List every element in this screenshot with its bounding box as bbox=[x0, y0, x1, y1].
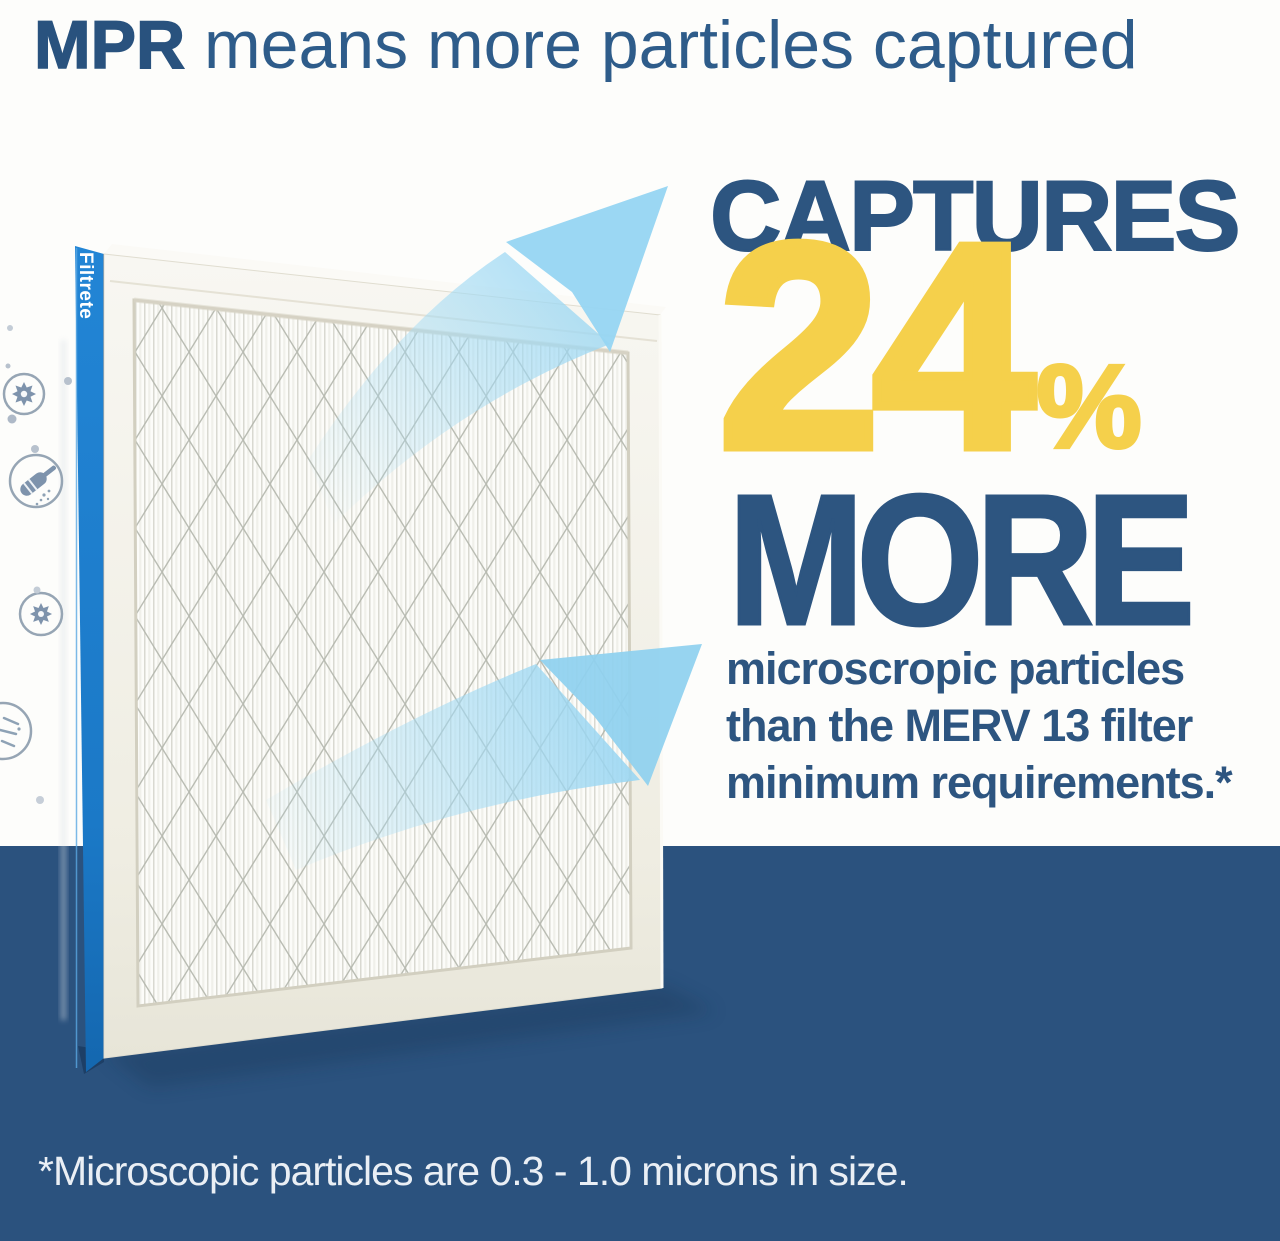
stat-value: 24% bbox=[714, 196, 1144, 497]
air-filter-product: Filtrete bbox=[75, 244, 666, 1074]
dust-mite-particle-icon bbox=[8, 453, 64, 509]
airflow-arrow-middle bbox=[266, 644, 702, 870]
headline: MPR means more particles captured bbox=[33, 1, 1138, 89]
brand-logo: Filtrete bbox=[75, 252, 96, 319]
desc-line-1: microscropic particles bbox=[726, 643, 1185, 694]
stat-number: 24 bbox=[714, 183, 1040, 509]
desc-line-3: minimum requirements.* bbox=[726, 757, 1233, 808]
desc-line-2: than the MERV 13 filter bbox=[726, 700, 1193, 751]
floating-particle-dots bbox=[5, 325, 72, 804]
stat-description: microscropic particles than the MERV 13 … bbox=[726, 640, 1233, 811]
filter-spine bbox=[75, 246, 104, 1072]
percent-sign: % bbox=[1035, 341, 1144, 473]
captures-label: CAPTURES bbox=[709, 160, 1242, 271]
airflow-arrow-top bbox=[308, 186, 668, 524]
lint-fiber-particle-icon bbox=[0, 701, 33, 761]
headline-rest: means more particles captured bbox=[185, 7, 1138, 83]
more-label: MORE bbox=[727, 457, 1197, 664]
pollen-particle-icon bbox=[18, 591, 64, 637]
filter-mesh bbox=[132, 297, 633, 1008]
filter-shadow bbox=[104, 984, 716, 1088]
footnote: *Microscopic particles are 0.3 - 1.0 mic… bbox=[38, 1148, 909, 1194]
headline-brand-term: MPR bbox=[33, 6, 186, 84]
virus-particle-icon bbox=[2, 372, 46, 416]
background-shading bbox=[61, 340, 66, 1020]
